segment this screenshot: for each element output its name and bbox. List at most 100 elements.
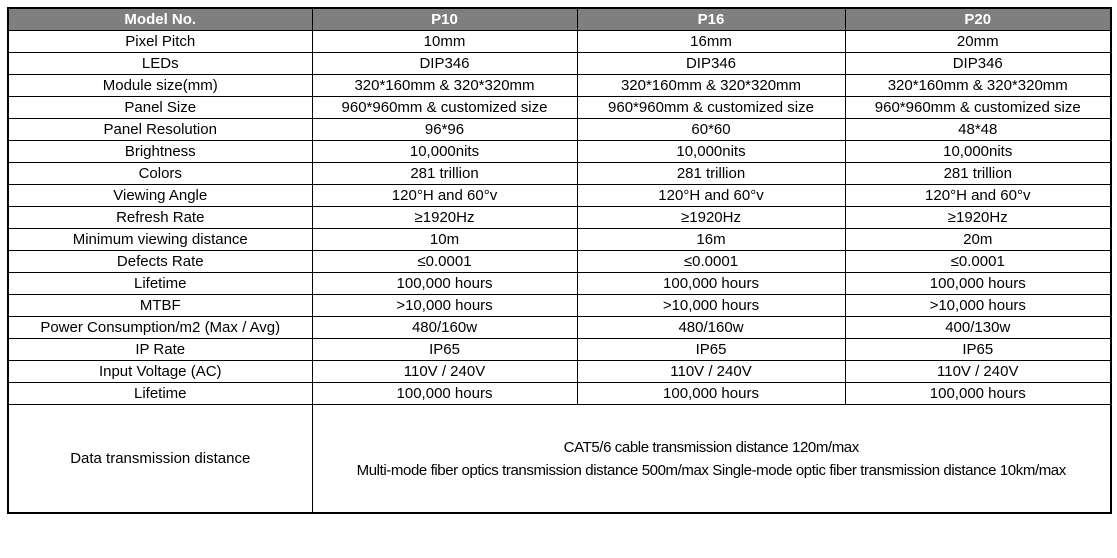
data-transmission-value: CAT5/6 cable transmission distance 120m/… xyxy=(311,404,1112,514)
spec-table: Model No. P10 P16 P20 Pixel Pitch 10mm 16m… xyxy=(7,7,1112,514)
cell-value: 110V / 240V xyxy=(844,360,1112,383)
spec-row: Refresh Rate ≥1920Hz ≥1920Hz ≥1920Hz xyxy=(7,206,1112,229)
cell-value: ≤0.0001 xyxy=(311,250,578,273)
spec-row: Power Consumption/m2 (Max / Avg) 480/160w… xyxy=(7,316,1112,339)
cell-value: 960*960mm & customized size xyxy=(311,96,578,119)
cell-value: 120°H and 60°v xyxy=(576,184,846,207)
cell-value: 110V / 240V xyxy=(576,360,846,383)
cell-value: 20m xyxy=(844,228,1112,251)
cell-value: 100,000 hours xyxy=(844,382,1112,405)
row-label: Lifetime xyxy=(7,382,313,405)
row-label: Panel Resolution xyxy=(7,118,313,141)
spec-row: Minimum viewing distance 10m 16m 20m xyxy=(7,228,1112,251)
cell-value: >10,000 hours xyxy=(311,294,578,317)
row-label: Refresh Rate xyxy=(7,206,313,229)
header-p20: P20 xyxy=(844,7,1112,31)
row-label: MTBF xyxy=(7,294,313,317)
cell-value: 100,000 hours xyxy=(311,272,578,295)
spec-row: Module size(mm) 320*160mm & 320*320mm 320*… xyxy=(7,74,1112,97)
cell-value: >10,000 hours xyxy=(844,294,1112,317)
spec-table-body: Pixel Pitch 10mm 16mm 20mm LEDs DIP346 DIP346 D… xyxy=(7,30,1112,405)
spec-row: Defects Rate ≤0.0001 ≤0.0001 ≤0.0001 xyxy=(7,250,1112,273)
cell-value: IP65 xyxy=(311,338,578,361)
cell-value: 60*60 xyxy=(576,118,846,141)
spec-table-footer: Data transmission distance CAT5/6 cable … xyxy=(7,404,1112,514)
data-transmission-line-2: Multi-mode fiber optics transmission dis… xyxy=(356,461,1067,479)
row-label: Viewing Angle xyxy=(7,184,313,207)
spec-row: IP Rate IP65 IP65 IP65 xyxy=(7,338,1112,361)
spec-row: Viewing Angle 120°H and 60°v 120°H and 60°… xyxy=(7,184,1112,207)
cell-value: 960*960mm & customized size xyxy=(576,96,846,119)
row-label: Pixel Pitch xyxy=(7,30,313,53)
row-label: Power Consumption/m2 (Max / Avg) xyxy=(7,316,313,339)
spec-row: Brightness 10,000nits 10,000nits 10,000nits xyxy=(7,140,1112,163)
spec-row: Lifetime 100,000 hours 100,000 hours 100,00… xyxy=(7,272,1112,295)
header-p10: P10 xyxy=(311,7,578,31)
cell-value: 480/160w xyxy=(311,316,578,339)
cell-value: 120°H and 60°v xyxy=(311,184,578,207)
spec-row: Panel Size 960*960mm & customized size 960… xyxy=(7,96,1112,119)
cell-value: 281 trillion xyxy=(576,162,846,185)
cell-value: DIP346 xyxy=(576,52,846,75)
cell-value: IP65 xyxy=(844,338,1112,361)
row-label-data-transmission: Data transmission distance xyxy=(7,404,313,514)
spec-row: Pixel Pitch 10mm 16mm 20mm xyxy=(7,30,1112,53)
cell-value: 10,000nits xyxy=(844,140,1112,163)
cell-value: DIP346 xyxy=(311,52,578,75)
row-label: LEDs xyxy=(7,52,313,75)
cell-value: ≥1920Hz xyxy=(576,206,846,229)
data-transmission-line-1: CAT5/6 cable transmission distance 120m/… xyxy=(563,438,860,456)
row-label: Brightness xyxy=(7,140,313,163)
data-transmission-text: CAT5/6 cable transmission distance 120m/… xyxy=(327,436,1095,482)
cell-value: >10,000 hours xyxy=(576,294,846,317)
cell-value: 960*960mm & customized size xyxy=(844,96,1112,119)
row-label: IP Rate xyxy=(7,338,313,361)
row-label: Module size(mm) xyxy=(7,74,313,97)
row-label: Input Voltage (AC) xyxy=(7,360,313,383)
cell-value: 281 trillion xyxy=(844,162,1112,185)
cell-value: ≤0.0001 xyxy=(844,250,1112,273)
cell-value: 10mm xyxy=(311,30,578,53)
cell-value: 100,000 hours xyxy=(311,382,578,405)
header-row: Model No. P10 P16 P20 xyxy=(7,7,1112,31)
cell-value: 10,000nits xyxy=(576,140,846,163)
cell-value: 480/160w xyxy=(576,316,846,339)
cell-value: ≤0.0001 xyxy=(576,250,846,273)
cell-value: 100,000 hours xyxy=(844,272,1112,295)
cell-value: 96*96 xyxy=(311,118,578,141)
spec-row: MTBF >10,000 hours >10,000 hours >10,000 ho… xyxy=(7,294,1112,317)
cell-value: ≥1920Hz xyxy=(311,206,578,229)
cell-value: 20mm xyxy=(844,30,1112,53)
cell-value: 120°H and 60°v xyxy=(844,184,1112,207)
cell-value: 10m xyxy=(311,228,578,251)
row-label: Colors xyxy=(7,162,313,185)
row-label: Panel Size xyxy=(7,96,313,119)
spec-row: LEDs DIP346 DIP346 DIP346 xyxy=(7,52,1112,75)
data-transmission-row: Data transmission distance CAT5/6 cable … xyxy=(7,404,1112,514)
cell-value: ≥1920Hz xyxy=(844,206,1112,229)
cell-value: 320*160mm & 320*320mm xyxy=(844,74,1112,97)
spec-row: Input Voltage (AC) 110V / 240V 110V / 240V… xyxy=(7,360,1112,383)
cell-value: DIP346 xyxy=(844,52,1112,75)
spec-row: Lifetime 100,000 hours 100,000 hours 100,00… xyxy=(7,382,1112,405)
row-label: Defects Rate xyxy=(7,250,313,273)
spec-row: Colors 281 trillion 281 trillion 281 trilli… xyxy=(7,162,1112,185)
cell-value: 48*48 xyxy=(844,118,1112,141)
cell-value: 110V / 240V xyxy=(311,360,578,383)
cell-value: 400/130w xyxy=(844,316,1112,339)
row-label: Minimum viewing distance xyxy=(7,228,313,251)
cell-value: 100,000 hours xyxy=(576,272,846,295)
header-p16: P16 xyxy=(576,7,846,31)
cell-value: 16m xyxy=(576,228,846,251)
cell-value: 320*160mm & 320*320mm xyxy=(576,74,846,97)
cell-value: 10,000nits xyxy=(311,140,578,163)
cell-value: 320*160mm & 320*320mm xyxy=(311,74,578,97)
spec-row: Panel Resolution 96*96 60*60 48*48 xyxy=(7,118,1112,141)
cell-value: IP65 xyxy=(576,338,846,361)
cell-value: 281 trillion xyxy=(311,162,578,185)
cell-value: 100,000 hours xyxy=(576,382,846,405)
row-label: Lifetime xyxy=(7,272,313,295)
cell-value: 16mm xyxy=(576,30,846,53)
header-model-no: Model No. xyxy=(7,7,313,31)
